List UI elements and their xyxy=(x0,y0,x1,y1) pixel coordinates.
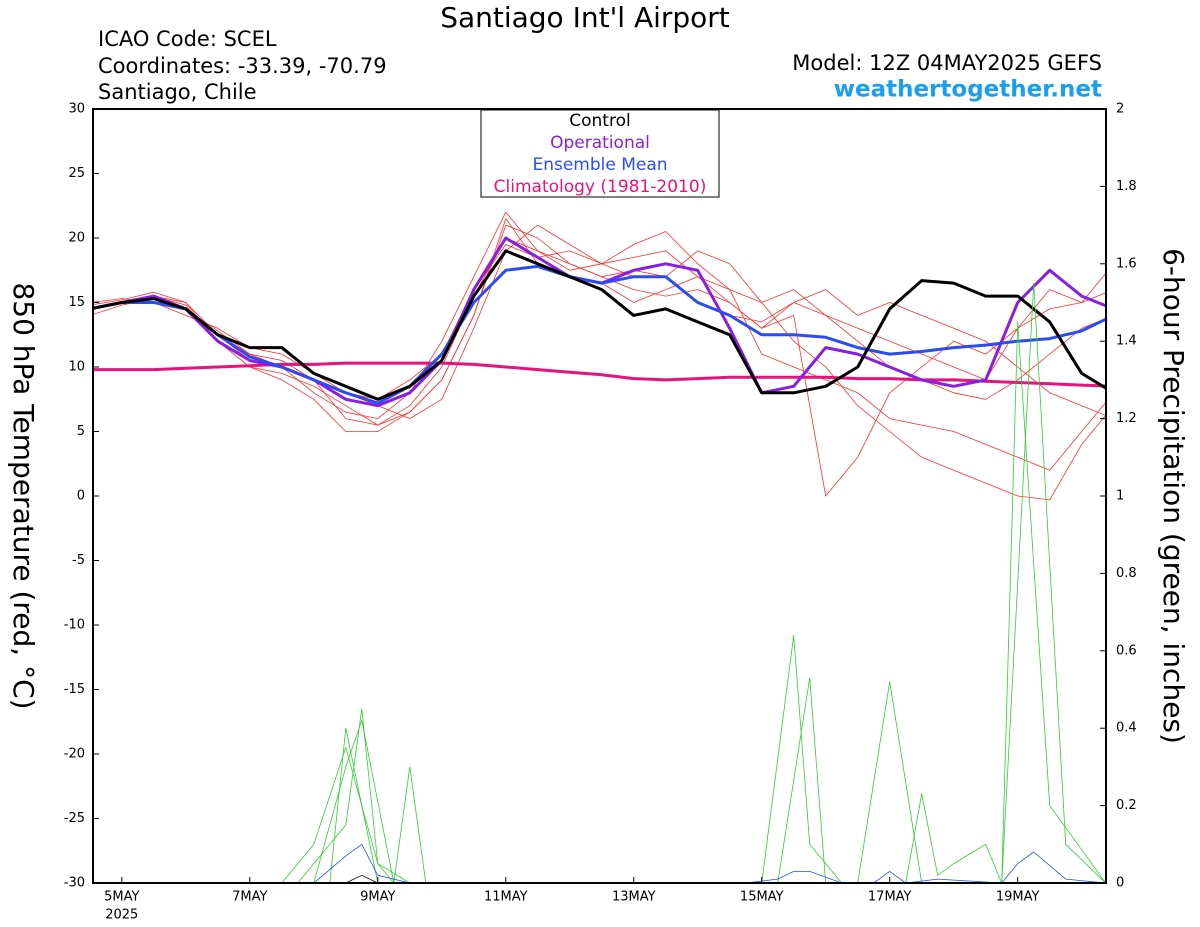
y2-tick-label: 0 xyxy=(1116,876,1124,891)
y-tick-label: -10 xyxy=(64,618,85,633)
y2-tick-label: 1.6 xyxy=(1116,256,1137,271)
legend-box xyxy=(480,109,720,198)
info-line: ICAO Code: SCEL xyxy=(98,27,277,51)
y-tick-label: 20 xyxy=(68,231,85,246)
axes: 302520151050-5-10-15-20-25-3021.81.61.41… xyxy=(64,102,1137,923)
legend-entry: Climatology (1981-2010) xyxy=(494,177,707,197)
y2-tick-label: 1.2 xyxy=(1116,411,1137,426)
info-line: Coordinates: -33.39, -70.79 xyxy=(98,54,387,78)
y-tick-label: -25 xyxy=(64,811,85,826)
member-line xyxy=(93,282,1106,883)
source: weathertogether.net xyxy=(834,77,1102,103)
series-line xyxy=(93,264,1106,405)
x-tick-label: 19MAY xyxy=(996,890,1040,905)
y-tick-label: -30 xyxy=(64,876,85,891)
member-line xyxy=(93,224,1106,501)
legend-entry: Operational xyxy=(550,133,650,153)
plot-area xyxy=(93,211,1106,883)
y2-tick-label: 1.8 xyxy=(1116,179,1137,194)
member-line xyxy=(93,218,1106,432)
series-line xyxy=(93,249,1106,401)
member-line xyxy=(93,874,1106,883)
x-tick-label: 9MAY xyxy=(360,890,395,905)
y2-tick-label: 1 xyxy=(1116,489,1124,504)
y2-tick-label: 1.4 xyxy=(1116,334,1137,349)
y-tick-label: 30 xyxy=(68,102,85,117)
y-tick-label: 0 xyxy=(77,489,85,504)
y2-tick-label: 2 xyxy=(1116,102,1124,117)
y-tick-label: 5 xyxy=(77,424,85,439)
x-tick-label: 7MAY xyxy=(232,890,267,905)
plot-frame xyxy=(92,108,1107,884)
y2-tick-label: 0.8 xyxy=(1116,566,1137,581)
y2-tick-label: 0.4 xyxy=(1116,721,1137,736)
y2-axis-label: 6-hour Precipitation (green, inches) xyxy=(1157,248,1190,744)
series-line xyxy=(93,361,1106,388)
y-tick-label: 15 xyxy=(68,295,85,310)
member-line xyxy=(93,727,1106,883)
x-tick-label: 5MAY xyxy=(104,890,139,905)
x-tick-label: 11MAY xyxy=(484,890,528,905)
x-tick-label: 13MAY xyxy=(612,890,656,905)
model-info: Model: 12Z 04MAY2025 GEFS xyxy=(792,51,1102,75)
legend-entry: Ensemble Mean xyxy=(532,155,667,175)
y-tick-label: 25 xyxy=(68,166,85,181)
member-line xyxy=(93,211,1106,419)
legend-entry: Control xyxy=(569,111,630,131)
x-tick-label: 17MAY xyxy=(868,890,912,905)
member-line xyxy=(93,747,1106,883)
y-axis-label: 850 hPa Temperature (red, °C) xyxy=(7,282,40,709)
info-line: Santiago, Chile xyxy=(98,80,257,104)
member-line xyxy=(93,321,1106,883)
y-tick-label: -20 xyxy=(64,747,85,762)
member-line xyxy=(93,224,1106,426)
y2-tick-label: 0.2 xyxy=(1116,798,1137,813)
y-tick-label: -5 xyxy=(72,553,85,568)
chart-title: Santiago Int'l Airport xyxy=(440,1,730,34)
x-tick-label: 15MAY xyxy=(740,890,784,905)
y-tick-label: -15 xyxy=(64,682,85,697)
y-tick-label: 10 xyxy=(68,360,85,375)
y2-tick-label: 0.6 xyxy=(1116,643,1137,658)
x-year-label: 2025 xyxy=(105,908,138,923)
member-line xyxy=(93,843,1106,883)
